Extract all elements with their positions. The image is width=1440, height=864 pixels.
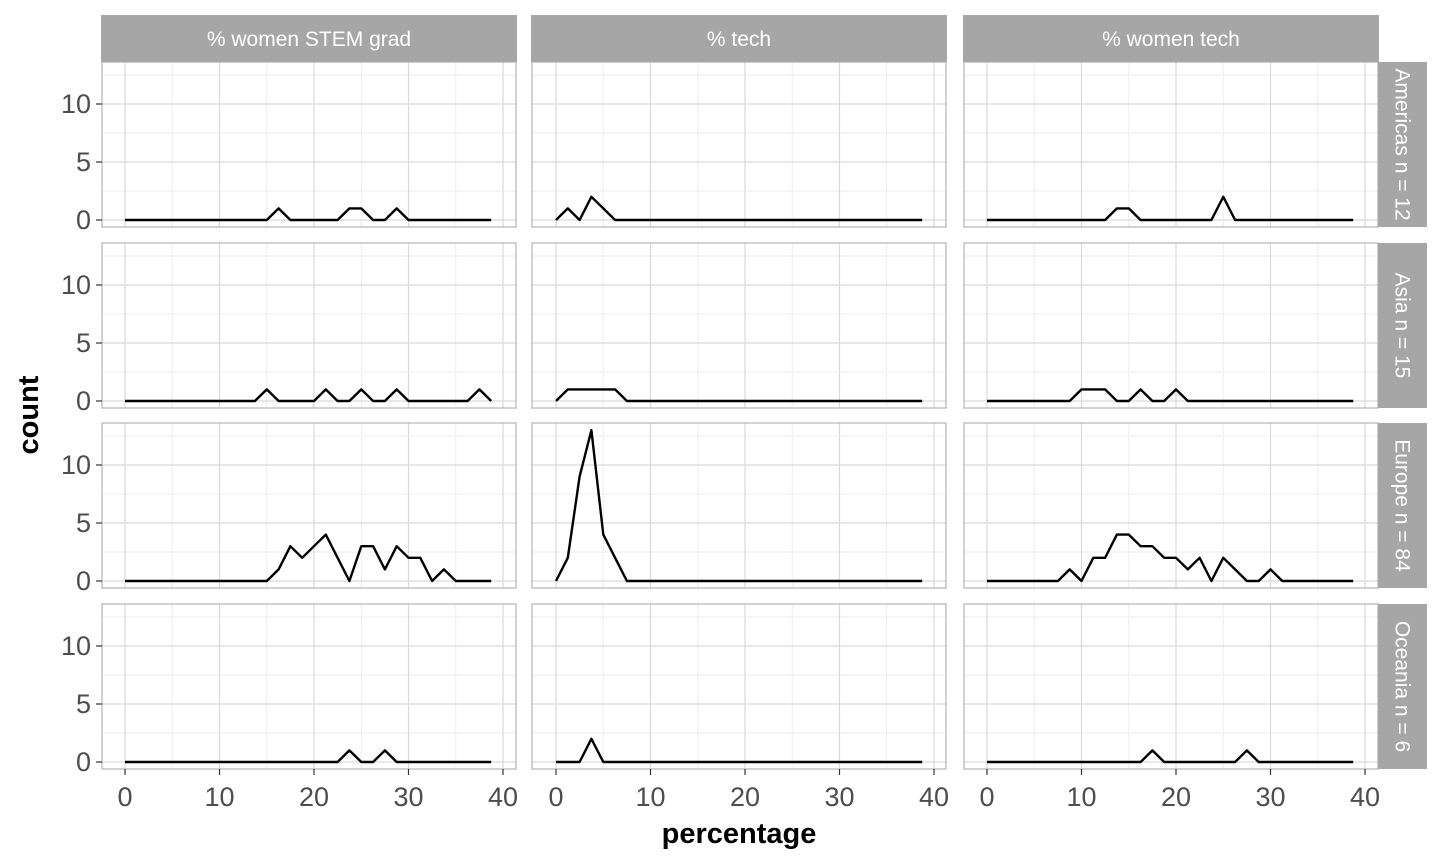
y-tick-label: 0 (76, 566, 91, 596)
series-line (556, 737, 923, 764)
row-strip-label-group: Asia n = 15 (1391, 273, 1414, 379)
panel (531, 61, 947, 228)
panel-background (964, 62, 1378, 227)
y-tick-label: 5 (76, 147, 91, 177)
panel-background (532, 604, 946, 769)
panel (963, 61, 1379, 228)
x-tick-label: 0 (548, 782, 563, 812)
x-tick-label: 40 (488, 782, 518, 812)
axes-layer: 0 5 10 0 5 10 0 5 10 0 5 10 0 10 20 30 40 0 10 20 30 40 0 10 20 3… (61, 89, 1380, 812)
panel (963, 603, 1379, 770)
panel-border (101, 603, 517, 770)
series-line (987, 195, 1354, 222)
panel-border (531, 603, 947, 770)
row-strip (1378, 604, 1427, 769)
row-strip (1378, 423, 1427, 588)
column-strip (963, 15, 1379, 62)
panel-background (964, 604, 1378, 769)
x-tick-label: 20 (730, 782, 760, 812)
column-strip (531, 15, 947, 62)
series-line (125, 388, 493, 403)
x-tick-label: 20 (299, 782, 329, 812)
x-tick-label: 0 (117, 782, 132, 812)
panel-background (964, 243, 1378, 408)
panel-border (531, 242, 947, 409)
series-line (555, 388, 923, 403)
x-tick-label: 10 (204, 782, 234, 812)
panel-background (102, 604, 516, 769)
y-tick-label: 10 (61, 270, 91, 300)
panel-background (532, 62, 946, 227)
row-strip (1378, 62, 1427, 227)
panel-background (532, 243, 946, 408)
panel-background (102, 62, 516, 227)
row-strip (1378, 243, 1427, 408)
panel-background (102, 423, 516, 588)
x-tick-label: 0 (979, 782, 994, 812)
column-strip-label: % women tech (1102, 28, 1240, 51)
panel (101, 603, 517, 770)
x-axis-title: percentage (662, 818, 817, 850)
y-tick-label: 10 (61, 89, 91, 119)
series-line (125, 533, 492, 583)
series-line (554, 429, 923, 583)
column-strip-label: % women STEM grad (207, 28, 411, 51)
y-tick-label: 5 (76, 689, 91, 719)
series-line (125, 749, 492, 764)
x-tick-label: 30 (1255, 782, 1285, 812)
panel (963, 422, 1379, 589)
row-strip-label-group: Oceania n = 6 (1391, 621, 1414, 752)
y-tick-label: 0 (76, 205, 91, 235)
series-line (987, 388, 1354, 403)
x-tick-label: 10 (635, 782, 665, 812)
row-strip-label: Asia n = 15 (1391, 273, 1414, 379)
series-line (555, 195, 923, 222)
column-strip (101, 15, 517, 62)
column-strip-label: % tech (707, 28, 771, 51)
y-tick-label: 10 (61, 631, 91, 661)
panel-background (102, 243, 516, 408)
panel-border (101, 242, 517, 409)
series-line (125, 207, 492, 222)
y-tick-label: 10 (61, 450, 91, 480)
panel (531, 603, 947, 770)
row-strip-label-group: Americas n = 12 (1391, 68, 1414, 220)
row-strip-label: Americas n = 12 (1391, 68, 1414, 220)
panel-border (531, 422, 947, 589)
row-strip-label: Oceania n = 6 (1391, 621, 1414, 752)
panel (101, 61, 517, 228)
y-tick-label: 5 (76, 508, 91, 538)
panels-layer (101, 61, 1379, 770)
panel (101, 422, 517, 589)
series-line (987, 749, 1354, 764)
x-tick-label: 20 (1161, 782, 1191, 812)
y-tick-label: 5 (76, 328, 91, 358)
panel-background (964, 423, 1378, 588)
y-tick-label: 0 (76, 386, 91, 416)
x-tick-label: 40 (919, 782, 949, 812)
x-tick-label: 10 (1066, 782, 1096, 812)
row-strip-label-group: Europe n = 84 (1391, 439, 1414, 572)
y-tick-label: 0 (76, 747, 91, 777)
x-tick-label: 40 (1350, 782, 1380, 812)
y-axis-title: count (13, 375, 45, 454)
panel (531, 242, 947, 409)
panel (963, 242, 1379, 409)
x-tick-label: 30 (824, 782, 854, 812)
panel (101, 242, 517, 409)
row-strip-label: Europe n = 84 (1391, 439, 1414, 572)
panel (531, 422, 947, 589)
x-tick-label: 30 (393, 782, 423, 812)
panel-border (101, 422, 517, 589)
series-line (987, 533, 1354, 583)
strips-layer: % women STEM grad % tech % women tech Ameri… (101, 15, 1427, 769)
